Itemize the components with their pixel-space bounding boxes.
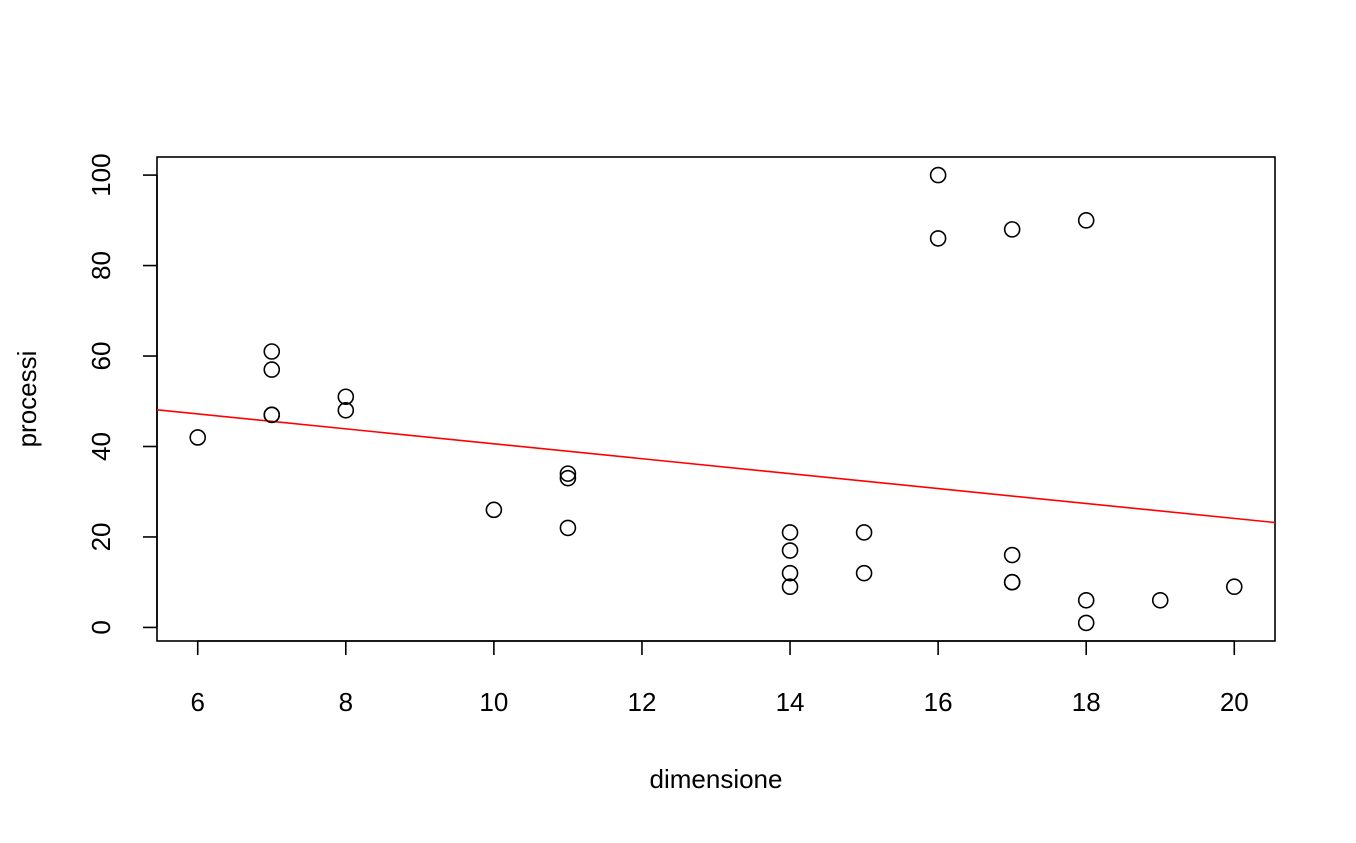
data-point — [1151, 591, 1169, 609]
x-tick-label: 20 — [1220, 687, 1249, 717]
data-point — [559, 465, 577, 482]
data-point — [781, 542, 799, 559]
data-point — [1077, 614, 1095, 632]
x-tick-label: 18 — [1072, 687, 1101, 717]
data-point — [189, 429, 207, 446]
x-tick-label: 16 — [924, 687, 953, 717]
x-axis: 6 8 10 12 14 16 18 20 — [190, 640, 1249, 717]
y-axis: 0 20 40 60 80 100 — [86, 153, 158, 635]
x-tick-label: 8 — [339, 687, 353, 717]
data-point — [337, 388, 355, 406]
data-point — [337, 402, 355, 419]
data-point — [929, 230, 947, 247]
data-point — [855, 524, 873, 541]
data-point — [559, 519, 577, 537]
data-point — [1003, 221, 1021, 238]
y-tick-label: 20 — [86, 523, 116, 552]
x-tick-label: 14 — [776, 687, 805, 717]
y-tick-label: 40 — [86, 432, 116, 461]
data-point — [263, 343, 281, 360]
x-axis-label: dimensione — [650, 764, 783, 794]
data-point — [485, 501, 503, 519]
data-point — [263, 361, 281, 378]
data-point — [1003, 546, 1021, 564]
y-tick-label: 0 — [86, 620, 116, 634]
points-layer — [189, 166, 1243, 632]
data-point — [1003, 573, 1021, 591]
data-point — [855, 564, 873, 582]
regression-layer — [156, 409, 1276, 524]
regression-line — [156, 409, 1276, 524]
data-point — [781, 578, 799, 596]
x-tick-label: 6 — [190, 687, 204, 717]
y-axis-label: processi — [12, 351, 42, 448]
data-point — [781, 524, 799, 541]
plot-frame — [156, 156, 1276, 642]
y-tick-label: 80 — [86, 251, 116, 280]
y-tick-label: 100 — [86, 153, 116, 196]
x-tick-label: 12 — [627, 687, 656, 717]
x-tick-label: 10 — [479, 687, 508, 717]
data-point — [1077, 591, 1095, 609]
data-point — [559, 469, 577, 487]
data-point — [929, 166, 947, 184]
y-tick-label: 60 — [86, 342, 116, 371]
data-point — [781, 564, 799, 582]
data-point — [263, 406, 281, 424]
data-point — [1077, 212, 1095, 229]
data-point — [1225, 578, 1243, 596]
